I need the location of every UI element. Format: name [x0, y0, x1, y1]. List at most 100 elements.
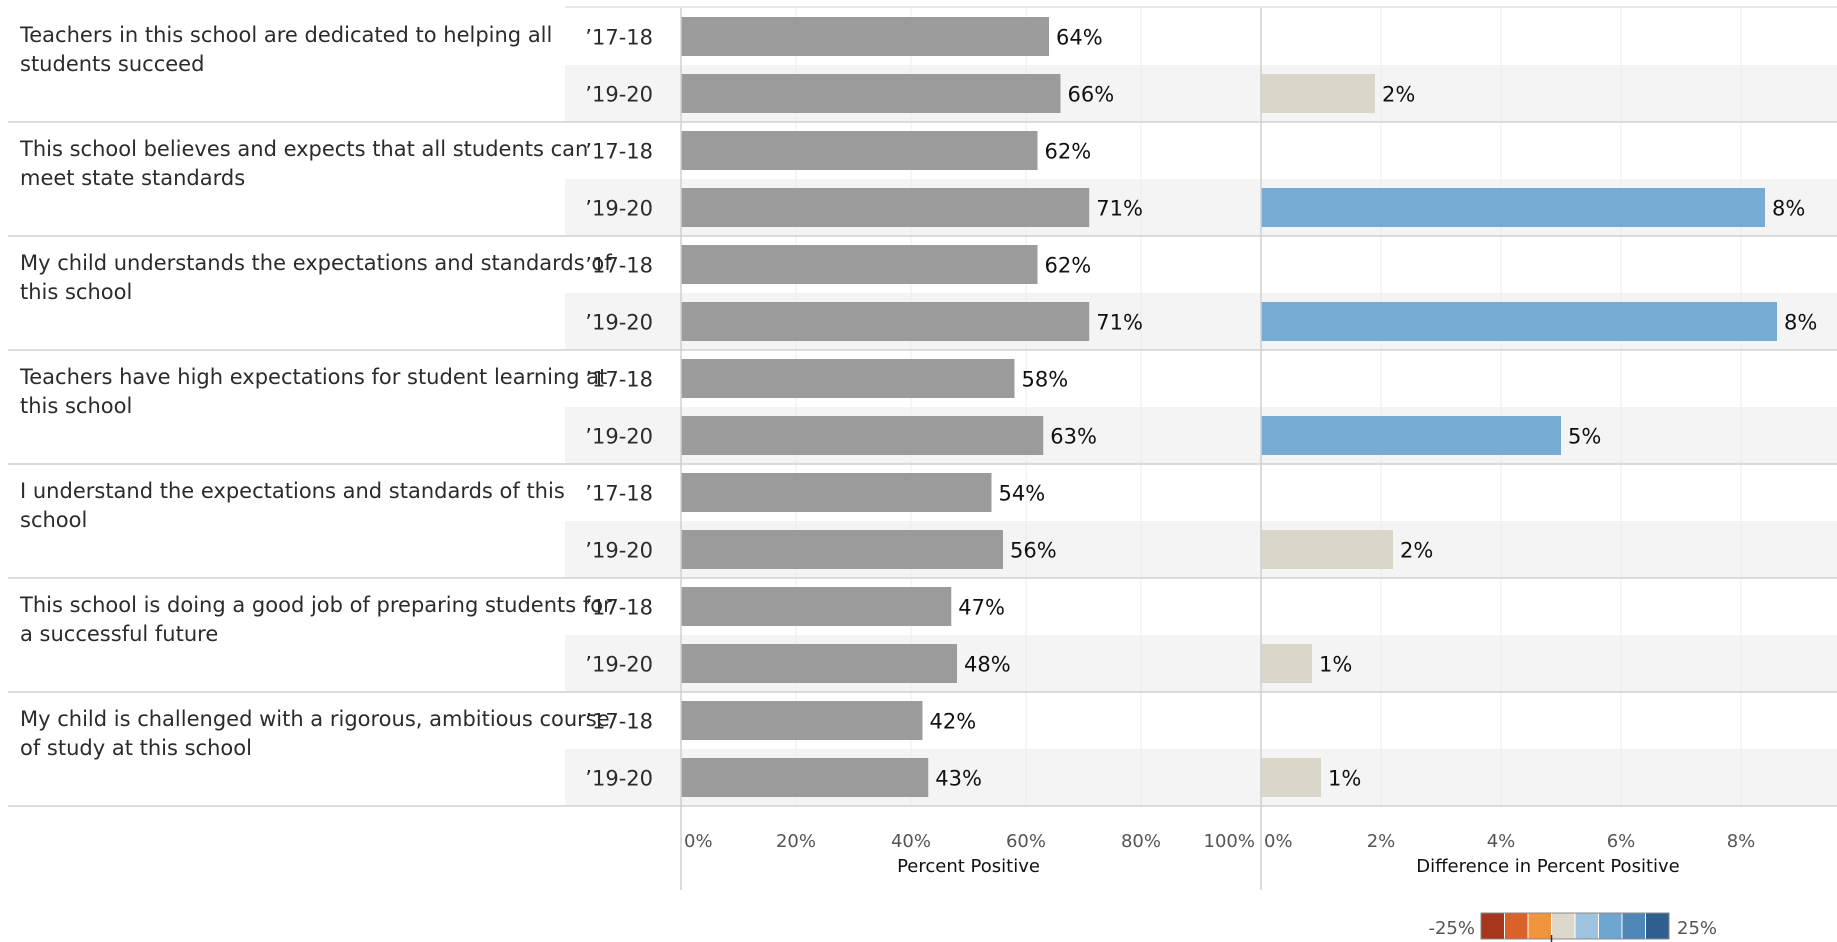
right-axis-title: Difference in Percent Positive: [1416, 856, 1680, 877]
question-group: Teachers have high expectations for stud…: [8, 359, 1837, 465]
percent-bar: [681, 131, 1038, 170]
difference-value-label: 1%: [1319, 653, 1352, 677]
question-group: This school is doing a good job of prepa…: [8, 587, 1837, 693]
period-label: ’19-20: [585, 83, 653, 107]
question-label: meet state standards: [20, 166, 245, 190]
percent-value-label: 71%: [1096, 197, 1143, 221]
difference-bar: [1261, 644, 1312, 683]
difference-bar: [1261, 758, 1321, 797]
legend-frame: [1480, 912, 1670, 940]
period-label: ’17-18: [585, 368, 653, 392]
left-tick-label: 100%: [1204, 831, 1255, 852]
percent-bar: [681, 17, 1049, 56]
percent-value-label: 62%: [1045, 254, 1092, 278]
right-tick-label: 8%: [1727, 831, 1756, 852]
period-label: ’19-20: [585, 539, 653, 563]
right-tick-label: 0%: [1264, 831, 1293, 852]
legend-min-label: -25%: [1428, 918, 1475, 939]
right-tick-label: 4%: [1487, 831, 1516, 852]
question-group: Teachers in this school are dedicated to…: [8, 17, 1837, 123]
legend-swatch: [1504, 912, 1529, 940]
difference-value-label: 8%: [1772, 197, 1805, 221]
difference-value-label: 5%: [1568, 425, 1601, 449]
percent-bar: [681, 245, 1038, 284]
question-group: My child understands the expectations an…: [8, 245, 1837, 351]
legend-swatch: [1551, 912, 1576, 940]
period-label: ’17-18: [585, 482, 653, 506]
question-group: My child is challenged with a rigorous, …: [8, 701, 1837, 807]
legend-swatch: [1574, 912, 1599, 940]
period-label: ’19-20: [585, 311, 653, 335]
question-label: This school is doing a good job of prepa…: [19, 593, 612, 617]
period-label: ’17-18: [585, 710, 653, 734]
legend-swatch: [1480, 912, 1505, 940]
period-label: ’19-20: [585, 653, 653, 677]
question-label: students succeed: [20, 52, 204, 76]
percent-bar: [681, 302, 1090, 341]
percent-value-label: 56%: [1010, 539, 1057, 563]
percent-value-label: 62%: [1045, 140, 1092, 164]
left-axis-title: Percent Positive: [897, 856, 1040, 877]
difference-bar: [1261, 530, 1393, 569]
percent-bar: [681, 416, 1044, 455]
question-label: school: [20, 508, 87, 532]
percent-bar: [681, 473, 992, 512]
question-label: Teachers in this school are dedicated to…: [19, 23, 552, 47]
color-legend: -25% 25%: [1428, 912, 1717, 942]
percent-bar: [681, 530, 1003, 569]
left-tick-label: 0%: [684, 831, 713, 852]
period-label: ’19-20: [585, 425, 653, 449]
percent-bar: [681, 587, 952, 626]
difference-bar: [1261, 416, 1561, 455]
percent-value-label: 71%: [1096, 311, 1143, 335]
left-tick-label: 20%: [776, 831, 816, 852]
right-tick-label: 2%: [1367, 831, 1396, 852]
question-label: This school believes and expects that al…: [19, 137, 588, 161]
question-label: My child is challenged with a rigorous, …: [20, 707, 610, 731]
legend-swatch: [1621, 912, 1646, 940]
percent-value-label: 63%: [1050, 425, 1097, 449]
period-label: ’17-18: [585, 140, 653, 164]
percent-bar: [681, 74, 1061, 113]
percent-bar: [681, 758, 929, 797]
percent-value-label: 42%: [930, 710, 977, 734]
difference-value-label: 1%: [1328, 767, 1361, 791]
period-label: ’17-18: [585, 596, 653, 620]
legend-swatch: [1645, 912, 1670, 940]
difference-value-label: 2%: [1382, 83, 1415, 107]
percent-value-label: 66%: [1068, 83, 1115, 107]
question-label: My child understands the expectations an…: [20, 251, 612, 275]
question-label: this school: [20, 280, 132, 304]
difference-value-label: 8%: [1784, 311, 1817, 335]
question-group: This school believes and expects that al…: [8, 131, 1837, 237]
legend-swatch: [1598, 912, 1623, 940]
percent-value-label: 47%: [958, 596, 1005, 620]
period-label: ’19-20: [585, 197, 653, 221]
question-label: this school: [20, 394, 132, 418]
question-label: Teachers have high expectations for stud…: [19, 365, 607, 389]
question-label: a successful future: [20, 622, 218, 646]
difference-bar: [1261, 74, 1375, 113]
question-rows: Teachers in this school are dedicated to…: [8, 17, 1837, 807]
left-tick-label: 80%: [1121, 831, 1161, 852]
percent-value-label: 64%: [1056, 26, 1103, 50]
legend-max-label: 25%: [1677, 918, 1717, 939]
percent-value-label: 54%: [999, 482, 1046, 506]
question-group: I understand the expectations and standa…: [8, 473, 1837, 579]
difference-bar: [1261, 188, 1765, 227]
question-label: I understand the expectations and standa…: [20, 479, 565, 503]
percent-value-label: 48%: [964, 653, 1011, 677]
left-tick-label: 60%: [1006, 831, 1046, 852]
axes: 0% 20% 40% 60% 80% 100% 0% 2% 4% 6% 8% Percent Posi…: [565, 6, 1837, 890]
difference-value-label: 2%: [1400, 539, 1433, 563]
right-tick-label: 6%: [1607, 831, 1636, 852]
left-tick-label: 40%: [891, 831, 931, 852]
percent-value-label: 58%: [1022, 368, 1069, 392]
difference-bar: [1261, 302, 1777, 341]
percent-bar: [681, 359, 1015, 398]
percent-bar: [681, 188, 1090, 227]
period-label: ’19-20: [585, 767, 653, 791]
period-label: ’17-18: [585, 26, 653, 50]
percent-bar: [681, 644, 957, 683]
